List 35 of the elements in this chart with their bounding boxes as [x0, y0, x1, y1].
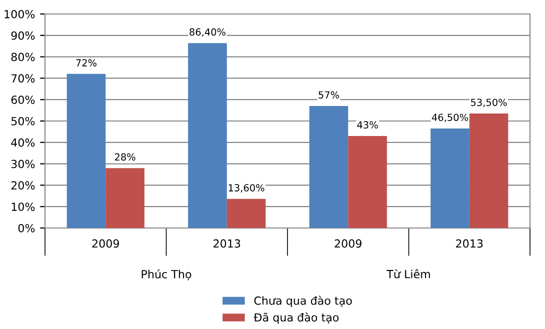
data-label: 13,60%	[228, 184, 264, 192]
y-tick-label: 20%	[11, 181, 35, 190]
data-label: 72%	[76, 59, 96, 66]
data-label: 28%	[114, 153, 136, 161]
y-tick-label: 50%	[11, 116, 35, 126]
bar	[309, 106, 348, 228]
bar	[469, 114, 508, 228]
x-tick-label: 2013	[214, 239, 240, 248]
x-tick-label: 2009	[334, 239, 362, 248]
y-tick-label: 100%	[4, 10, 35, 18]
data-label: 53,50%	[470, 98, 507, 108]
y-tick-label: 10%	[12, 202, 35, 211]
text: Phúc Thọ	[142, 269, 192, 280]
data-label: 43%	[357, 121, 378, 129]
text: Từ Liêm	[386, 269, 430, 278]
y-tick-label: 90%	[11, 31, 35, 40]
data-label: 46,50%	[432, 114, 468, 122]
bar	[188, 43, 227, 228]
bar	[226, 198, 266, 228]
bar	[106, 168, 144, 228]
y-tick-label: 70%	[11, 74, 35, 83]
data-label: 86,40%	[190, 28, 226, 37]
y-tick-label: 30%	[11, 160, 35, 168]
x-tick-label: 2013	[456, 239, 483, 248]
legend-label: Đã qua đào tạo	[254, 312, 339, 324]
y-tick-label: 40%	[11, 138, 35, 147]
x-tick-label: 2009	[92, 239, 119, 248]
bar	[66, 74, 106, 228]
legend-label: Chưa qua đào tạo	[254, 296, 352, 307]
y-tick-label: 0%	[18, 224, 35, 232]
y-tick-label: 60%	[11, 96, 35, 104]
y-tick-label: 80%	[11, 52, 35, 62]
bar	[348, 136, 387, 228]
data-label: 57%	[318, 91, 339, 99]
bar	[430, 128, 470, 228]
